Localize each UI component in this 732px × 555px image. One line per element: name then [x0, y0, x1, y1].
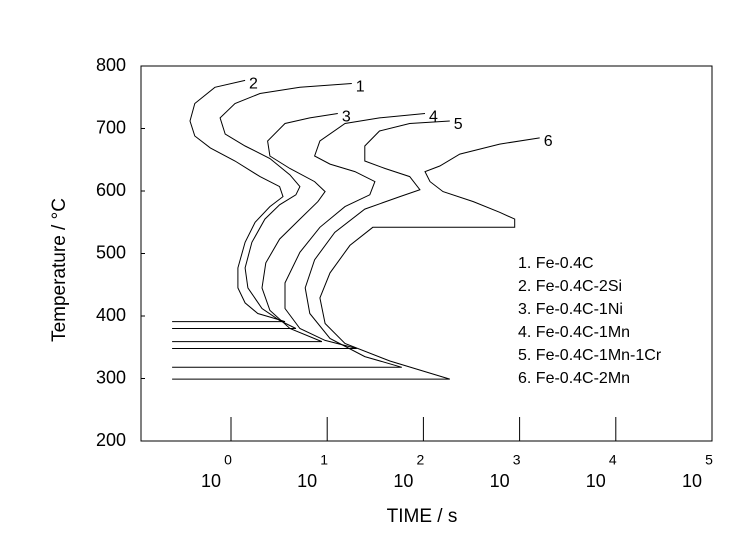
legend-entry: 5. Fe-0.4C-1Mn-1Cr [518, 347, 662, 364]
y-tick-label: 200 [96, 430, 126, 450]
x-tick-label: 10 [586, 471, 606, 491]
x-tick-exponent: 2 [417, 452, 425, 468]
curve-label: 4 [429, 109, 438, 126]
x-tick-exponent: 5 [705, 452, 713, 468]
x-tick-label: 10 [682, 471, 702, 491]
y-axis-label: Temperature / °C [49, 198, 70, 342]
x-tick-exponent: 4 [609, 452, 617, 468]
curve-label: 6 [544, 133, 553, 150]
curve-label: 2 [249, 76, 258, 93]
x-tick-label: 10 [490, 471, 510, 491]
y-tick-label: 600 [96, 180, 126, 200]
x-axis-label: TIME / s [387, 506, 458, 527]
legend-entry: 3. Fe-0.4C-1Ni [518, 301, 623, 318]
curve-label: 1 [356, 79, 365, 96]
curve [172, 113, 338, 343]
curve-label: 5 [454, 116, 463, 133]
y-tick-label: 800 [96, 55, 126, 75]
y-tick-label: 300 [96, 367, 126, 387]
y-tick-label: 400 [96, 305, 126, 325]
curve [172, 120, 450, 368]
y-tick-label: 700 [96, 117, 126, 137]
y-tick-label: 500 [96, 242, 126, 262]
curve [172, 113, 426, 349]
x-tick-exponent: 1 [320, 452, 328, 468]
curve-label: 3 [342, 109, 351, 126]
legend-entry: 6. Fe-0.4C-2Mn [518, 370, 630, 387]
curve [172, 83, 352, 329]
curve [172, 79, 286, 323]
legend-entry: 2. Fe-0.4C-2Si [518, 278, 622, 295]
x-tick-label: 10 [297, 471, 317, 491]
legend-entry: 4. Fe-0.4C-1Mn [518, 324, 630, 341]
legend-entry: 1. Fe-0.4C [518, 255, 594, 272]
x-tick-label: 10 [201, 471, 221, 491]
x-tick-label: 10 [393, 471, 413, 491]
x-tick-exponent: 3 [513, 452, 521, 468]
x-tick-exponent: 0 [224, 452, 232, 468]
curve [172, 137, 540, 380]
